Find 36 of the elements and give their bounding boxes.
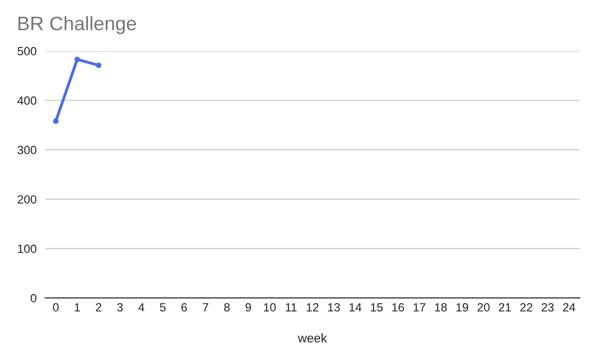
- x-tick-label: 18: [435, 303, 447, 312]
- x-tick-label: 21: [498, 303, 511, 312]
- x-tick-label: 17: [414, 303, 426, 312]
- point: [96, 62, 102, 68]
- x-tick-label: 24: [563, 303, 576, 312]
- x-tick-label: 5: [160, 303, 166, 312]
- x-tick-label: 12: [306, 303, 318, 312]
- x-tick-label: 1: [74, 303, 80, 312]
- x-tick-label: 6: [181, 303, 187, 312]
- x-tick-label: 4: [138, 303, 144, 312]
- x-tick-label: 0: [53, 303, 59, 312]
- x-tick-label: 15: [370, 303, 383, 312]
- y-tick-label: 0: [30, 294, 36, 302]
- x-tick-label: 13: [328, 303, 340, 312]
- y-tick-label: 300: [18, 146, 36, 154]
- x-tick-label: 16: [392, 303, 404, 312]
- point: [74, 56, 80, 62]
- y-tick-label: 400: [17, 96, 36, 105]
- y-tick-label: 100: [18, 244, 36, 253]
- x-tick-label: 23: [542, 303, 554, 312]
- x-axis-title: week: [298, 333, 328, 342]
- x-tick-label: 3: [117, 303, 123, 312]
- x-tick-label: 9: [246, 303, 252, 312]
- x-tick-label: 19: [456, 303, 468, 312]
- y-tick-label: 500: [18, 47, 36, 56]
- x-tick-label: 10: [264, 303, 276, 312]
- x-tick-label: 14: [350, 303, 362, 312]
- x-tick-label: 11: [286, 303, 297, 312]
- x-tick-label: 7: [202, 303, 208, 312]
- x-tick-label: 2: [96, 303, 102, 312]
- chart-title: BR Challenge: [18, 16, 136, 34]
- x-tick-label: 20: [478, 303, 490, 312]
- x-tick-label: 8: [224, 303, 230, 312]
- y-tick-label: 200: [18, 195, 36, 204]
- x-tick-label: 22: [520, 303, 532, 312]
- point: [53, 118, 59, 124]
